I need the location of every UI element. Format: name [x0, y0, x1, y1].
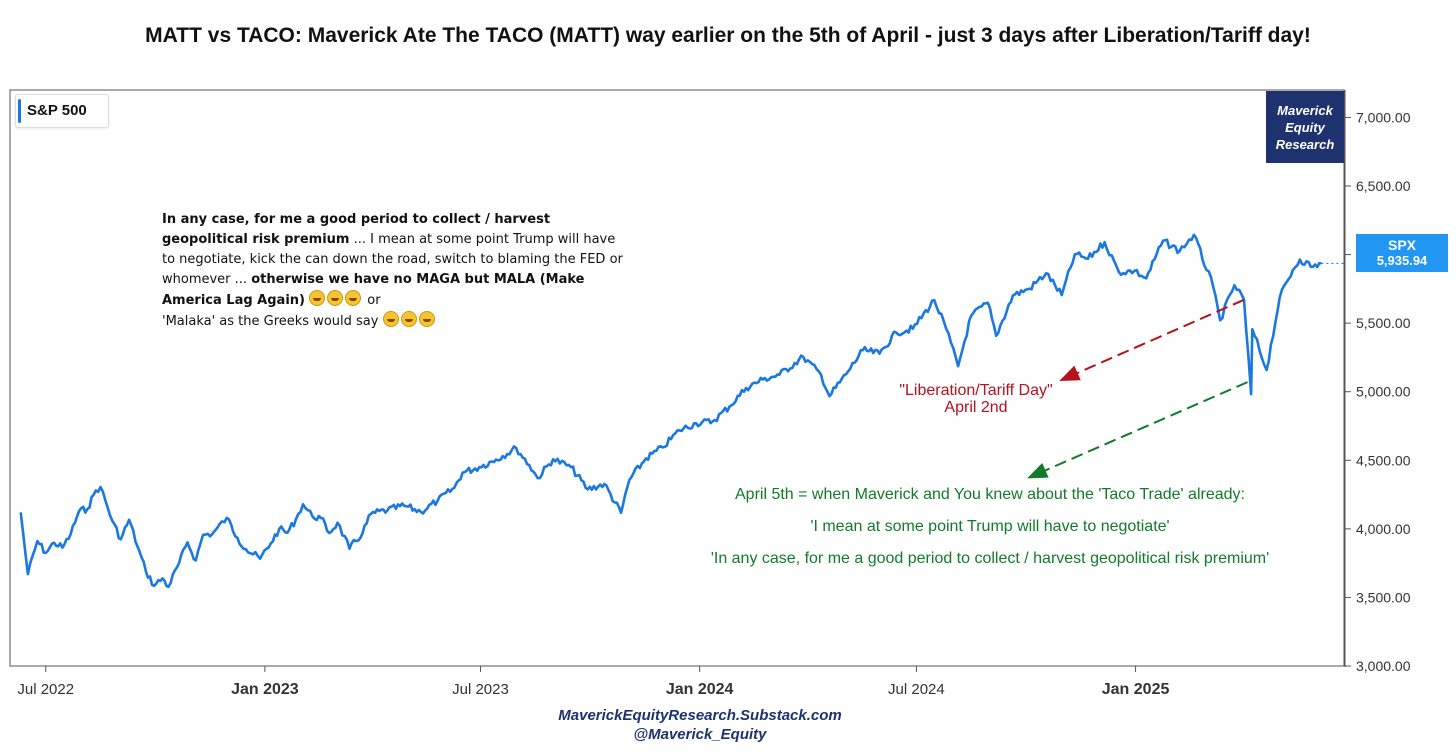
- brand-line-2: Equity: [1285, 119, 1325, 135]
- brand-line-1: Maverick: [1277, 102, 1333, 118]
- commentary-note: In any case, for me a good period to col…: [162, 210, 632, 332]
- note-text-2: or: [363, 293, 381, 308]
- x-tick-label: Jan 2024: [666, 681, 734, 698]
- y-axis: 3,000.00 3,500.00 4,000.00 4,500.00 5,000.00…: [1345, 109, 1411, 674]
- grinning-face-icon: [382, 311, 399, 327]
- footer-handle[interactable]: @Maverick_Equity: [633, 726, 767, 743]
- red-arrow-line: [1062, 298, 1245, 381]
- x-tick-label: Jan 2023: [231, 681, 299, 698]
- x-axis: Jul 2022 Jan 2023 Jul 2023 Jan 2024 Jul 2024…: [17, 666, 1169, 698]
- note-text-1: ... I mean at some point Trump will have…: [162, 232, 623, 287]
- grinning-face-icon: [309, 290, 326, 306]
- last-price-tag: SPX 5,935.94: [1356, 234, 1448, 272]
- red-label-line-1: "Liberation/Tariff Day": [899, 382, 1053, 399]
- note-bold-1: In any case, for me a good period to col…: [162, 212, 551, 247]
- legend[interactable]: S&P 500: [15, 94, 109, 128]
- green-arrow-line: [1030, 381, 1248, 478]
- red-arrow-head: [1059, 365, 1081, 381]
- footer: MaverickEquityResearch.Substack.com @Mav…: [0, 706, 1400, 744]
- green-line-2: 'I mean at some point Trump will have to…: [810, 518, 1170, 535]
- chart-title: MATT vs TACO: Maverick Ate The TACO (MAT…: [145, 24, 1311, 47]
- y-tick-label: 6,500.00: [1356, 178, 1411, 194]
- price-tag-value: 5,935.94: [1376, 253, 1428, 268]
- legend-swatch: [18, 99, 21, 123]
- series-layer: [19, 233, 1345, 589]
- x-tick-label: Jul 2023: [452, 681, 509, 698]
- y-tick-label: 3,000.00: [1356, 658, 1411, 674]
- y-tick-label: 4,000.00: [1356, 521, 1411, 537]
- y-tick-label: 5,500.00: [1356, 315, 1411, 331]
- red-label-line-2: April 2nd: [944, 399, 1008, 416]
- green-line-3: 'In any case, for me a good period to co…: [710, 550, 1270, 567]
- plot-frame: [9, 89, 1345, 667]
- y-tick-label: 5,000.00: [1356, 384, 1411, 400]
- note-bold-2: otherwise we have no MAGA but MALA (Make…: [162, 272, 585, 308]
- y-tick-label: 7,000.00: [1356, 109, 1411, 125]
- april-5th-annotation: April 5th = when Maverick and You knew a…: [690, 486, 1290, 582]
- green-arrow-head: [1027, 463, 1049, 479]
- grinning-face-icon: [345, 290, 362, 306]
- grinning-face-icon: [327, 290, 344, 306]
- brand-line-3: Research: [1275, 136, 1335, 152]
- liberation-day-label: "Liberation/Tariff Day" April 2nd: [876, 382, 1076, 416]
- y-tick-label: 3,500.00: [1356, 589, 1411, 605]
- arrow-layer: [1027, 298, 1248, 479]
- grinning-face-icon: [418, 311, 435, 327]
- brand-logo: Maverick Equity Research: [1266, 91, 1344, 163]
- footer-site[interactable]: MaverickEquityResearch.Substack.com: [558, 707, 842, 724]
- x-tick-label: Jul 2024: [888, 681, 945, 698]
- spx-series-line: [19, 233, 1322, 589]
- green-line-1: April 5th = when Maverick and You knew a…: [735, 486, 1245, 503]
- legend-label: S&P 500: [27, 102, 87, 119]
- note-text-3: 'Malaka' as the Greeks would say: [162, 314, 379, 329]
- x-tick-label: Jul 2022: [17, 681, 74, 698]
- x-tick-label: Jan 2025: [1102, 681, 1170, 698]
- y-tick-label: 4,500.00: [1356, 452, 1411, 468]
- price-tag-symbol: SPX: [1387, 237, 1416, 253]
- grinning-face-icon: [400, 311, 417, 327]
